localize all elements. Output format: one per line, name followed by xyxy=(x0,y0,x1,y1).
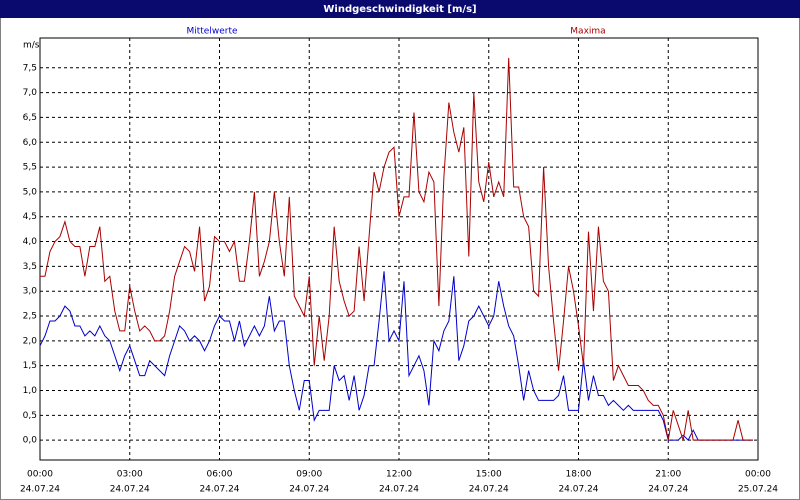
y-tick-label: 1,0 xyxy=(23,386,38,396)
x-tick-date: 24.07.24 xyxy=(379,485,419,495)
x-tick-date: 24.07.24 xyxy=(20,485,60,495)
x-tick-label: 03:00 xyxy=(117,470,143,480)
y-tick-label: 7,5 xyxy=(23,63,37,73)
x-tick-label: 21:00 xyxy=(655,470,681,480)
x-tick-label: 00:00 xyxy=(27,470,53,480)
y-tick-label: 6,0 xyxy=(23,138,38,148)
chart-title: Windgeschwindigkeit [m/s] xyxy=(323,4,476,15)
x-tick-label: 09:00 xyxy=(296,470,322,480)
x-tick-label: 06:00 xyxy=(207,470,233,480)
x-tick-date: 24.07.24 xyxy=(199,485,239,495)
x-tick-date: 24.07.24 xyxy=(289,485,329,495)
x-tick-label: 12:00 xyxy=(386,470,412,480)
y-tick-label: 3,0 xyxy=(23,287,38,297)
legend-label: Maxima xyxy=(570,27,605,37)
y-tick-label: 5,0 xyxy=(23,187,38,197)
y-tick-label: 3,5 xyxy=(23,262,37,272)
y-tick-label: 1,5 xyxy=(23,361,37,371)
y-tick-label: 4,0 xyxy=(23,237,38,247)
y-tick-label: 5,5 xyxy=(23,163,37,173)
x-tick-date: 24.07.24 xyxy=(110,485,150,495)
x-tick-date: 25.07.24 xyxy=(738,485,778,495)
y-tick-label: 0,5 xyxy=(23,411,37,421)
x-tick-date: 24.07.24 xyxy=(558,485,598,495)
x-tick-label: 15:00 xyxy=(476,470,502,480)
y-tick-label: 2,5 xyxy=(23,312,37,322)
y-tick-label: 7,0 xyxy=(23,88,38,98)
series-line xyxy=(40,57,754,441)
y-axis-label: m/s xyxy=(23,41,40,51)
x-tick-date: 24.07.24 xyxy=(648,485,688,495)
y-tick-label: 4,5 xyxy=(23,212,37,222)
y-tick-label: 0,0 xyxy=(23,436,38,446)
x-tick-date: 24.07.24 xyxy=(469,485,509,495)
x-tick-label: 00:00 xyxy=(745,470,771,480)
title-bar xyxy=(0,0,800,18)
y-tick-label: 2,0 xyxy=(23,336,38,346)
x-tick-label: 18:00 xyxy=(566,470,592,480)
series-line xyxy=(39,271,754,441)
legend-label: Mittelwerte xyxy=(186,27,237,37)
y-tick-label: 6,5 xyxy=(23,113,37,123)
